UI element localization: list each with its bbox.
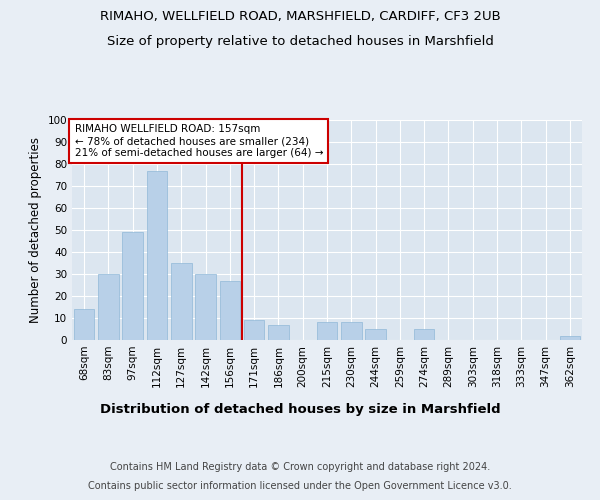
Bar bbox=[146, 170, 167, 340]
Bar bbox=[171, 263, 191, 340]
Bar bbox=[317, 322, 337, 340]
Bar bbox=[98, 274, 119, 340]
Bar bbox=[268, 324, 289, 340]
Bar bbox=[365, 329, 386, 340]
Text: Contains HM Land Registry data © Crown copyright and database right 2024.: Contains HM Land Registry data © Crown c… bbox=[110, 462, 490, 472]
Text: Size of property relative to detached houses in Marshfield: Size of property relative to detached ho… bbox=[107, 35, 493, 48]
Text: Distribution of detached houses by size in Marshfield: Distribution of detached houses by size … bbox=[100, 402, 500, 415]
Bar bbox=[341, 322, 362, 340]
Text: RIMAHO WELLFIELD ROAD: 157sqm
← 78% of detached houses are smaller (234)
21% of : RIMAHO WELLFIELD ROAD: 157sqm ← 78% of d… bbox=[74, 124, 323, 158]
Text: Contains public sector information licensed under the Open Government Licence v3: Contains public sector information licen… bbox=[88, 481, 512, 491]
Bar bbox=[220, 280, 240, 340]
Bar bbox=[195, 274, 216, 340]
Bar bbox=[244, 320, 265, 340]
Text: RIMAHO, WELLFIELD ROAD, MARSHFIELD, CARDIFF, CF3 2UB: RIMAHO, WELLFIELD ROAD, MARSHFIELD, CARD… bbox=[100, 10, 500, 23]
Bar bbox=[74, 309, 94, 340]
Bar bbox=[122, 232, 143, 340]
Bar bbox=[560, 336, 580, 340]
Bar bbox=[414, 329, 434, 340]
Y-axis label: Number of detached properties: Number of detached properties bbox=[29, 137, 42, 323]
